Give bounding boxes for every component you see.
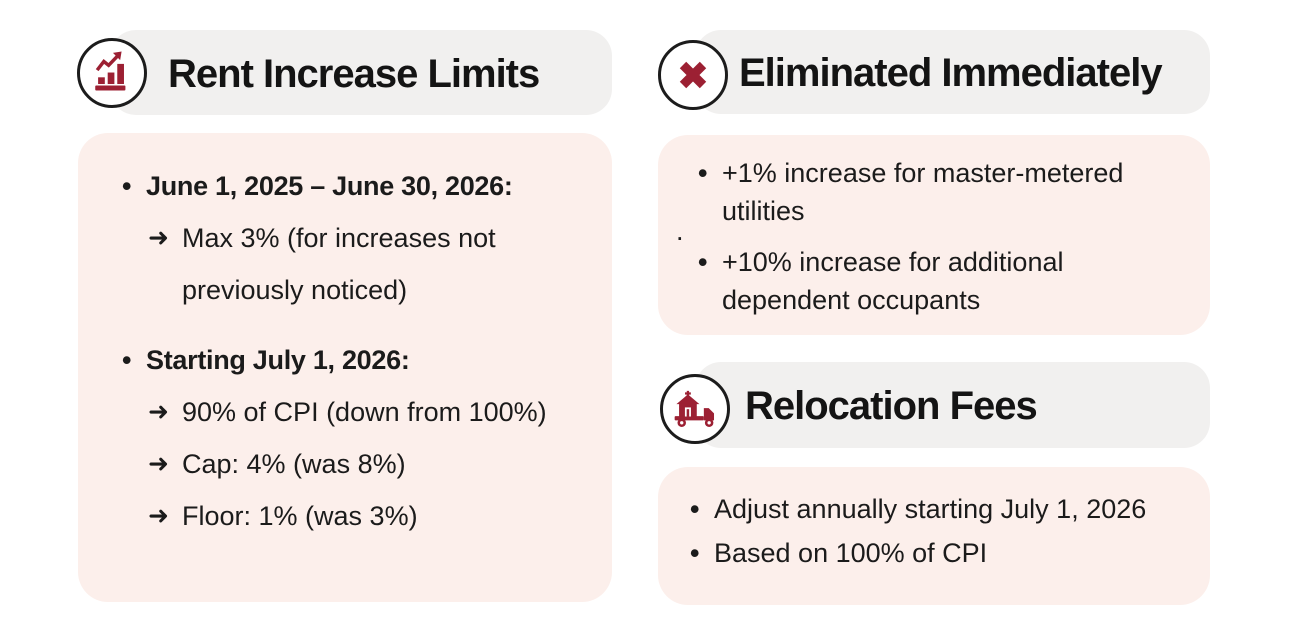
rent-item-1: • June 1, 2025 – June 30, 2026: [122, 160, 598, 212]
relocation-item-2: • Based on 100% of CPI [690, 531, 1192, 575]
eliminated-section-title: Eliminated Immediately [739, 51, 1163, 95]
arrow-icon: ➜ [148, 501, 169, 530]
bar-chart-growth-icon [77, 38, 147, 108]
arrow-icon: ➜ [148, 223, 169, 252]
rent-section-header: Rent Increase Limits [110, 30, 612, 115]
relocation-section-header: Relocation Fees [695, 362, 1210, 448]
bar-chart-growth-icon-svg [95, 51, 126, 91]
eliminated-item-1: • +1% increase for master-metered utilit… [698, 154, 1192, 230]
rent-item-1-sub-1: ➜ Max 3% (for increases not previously n… [122, 212, 598, 316]
rent-item-2-sub-1-text: 90% of CPI (down from 100%) [182, 397, 547, 427]
rent-item-2-sub-2: ➜ Cap: 4% (was 8%) [122, 438, 598, 490]
rent-item-2: • Starting July 1, 2026: [122, 334, 598, 386]
arrow-icon: ➜ [148, 449, 169, 478]
relocation-item-1: • Adjust annually starting July 1, 2026 [690, 487, 1192, 531]
rent-item-2-label: Starting July 1, 2026: [146, 345, 410, 375]
rent-limits-card: • June 1, 2025 – June 30, 2026: ➜ Max 3%… [78, 133, 612, 602]
bullet-icon: • [690, 538, 700, 568]
relocation-section-title: Relocation Fees [745, 384, 1038, 428]
bullet-icon: • [122, 345, 132, 375]
eliminated-card: • +1% increase for master-metered utilit… [658, 135, 1210, 335]
rent-item-2-sub-1: ➜ 90% of CPI (down from 100%) [122, 386, 598, 438]
bullet-icon: • [698, 158, 708, 188]
x-cross-icon [658, 40, 728, 110]
relocation-card: • Adjust annually starting July 1, 2026 … [658, 467, 1210, 605]
relocation-item-1-text: Adjust annually starting July 1, 2026 [714, 494, 1147, 524]
eliminated-item-2-text: +10% increase for additional dependent o… [722, 247, 1064, 315]
rent-item-2-sub-2-text: Cap: 4% (was 8%) [182, 449, 406, 479]
x-cross-icon-svg [679, 61, 707, 89]
bullet-icon: • [698, 247, 708, 277]
rent-item-1-sub-1-text: Max 3% (for increases not previously not… [182, 223, 496, 305]
rent-item-2-sub-3: ➜ Floor: 1% (was 3%) [122, 490, 598, 542]
rent-item-2-sub-3-text: Floor: 1% (was 3%) [182, 501, 418, 531]
moving-truck-house-icon [660, 374, 730, 444]
relocation-item-2-text: Based on 100% of CPI [714, 538, 988, 568]
eliminated-item-2: • +10% increase for additional dependent… [698, 243, 1192, 319]
stray-period-mark: . [676, 216, 684, 246]
moving-truck-house-icon-svg [674, 390, 715, 428]
rent-section-title: Rent Increase Limits [168, 51, 540, 96]
eliminated-item-1-text: +1% increase for master-metered utilitie… [722, 158, 1124, 226]
bullet-icon: • [122, 171, 132, 201]
arrow-icon: ➜ [148, 397, 169, 426]
rent-item-1-label: June 1, 2025 – June 30, 2026: [146, 171, 513, 201]
bullet-icon: • [690, 494, 700, 524]
eliminated-section-header: Eliminated Immediately [695, 30, 1210, 114]
